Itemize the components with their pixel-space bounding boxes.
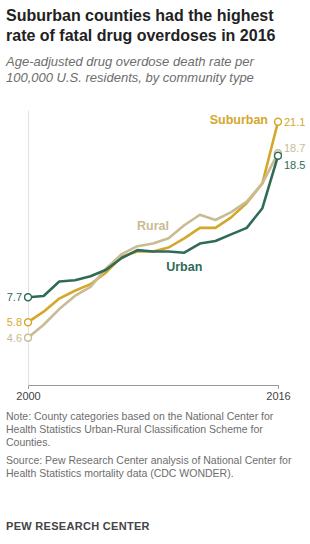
note: Note: County categories based on the Nat… (6, 410, 296, 449)
start-value-label: 4.6 (7, 332, 22, 344)
x-tick-mark (28, 385, 29, 389)
endpoint-marker (25, 334, 32, 341)
source: Source: Pew Research Center analysis of … (6, 454, 296, 480)
x-tick-mark (278, 385, 279, 389)
plot-area (25, 118, 282, 341)
endpoint-marker (275, 118, 282, 125)
endpoint-marker (275, 152, 282, 159)
x-tick-label: 2016 (266, 390, 290, 402)
start-value-label: 5.8 (7, 316, 22, 328)
series-name: Urban (166, 260, 202, 274)
x-axis: 2000 2016 (16, 385, 290, 402)
labels: 5.8 21.1 Suburban 4.6 18.7 Rural 7.7 18.5 Urban (7, 113, 306, 344)
subtitle: Age-adjusted drug overdose death rate pe… (6, 54, 286, 86)
endpoint-marker (25, 319, 32, 326)
series-line (28, 153, 278, 338)
endpoint-marker (25, 294, 32, 301)
y-axis-line (28, 111, 29, 386)
series-line (28, 122, 278, 322)
x-tick: 2000 (16, 385, 40, 402)
credit: PEW RESEARCH CENTER (6, 520, 150, 532)
series-line (28, 156, 278, 297)
x-tick-label: 2000 (16, 390, 40, 402)
end-value-label: 21.1 (284, 116, 305, 128)
title: Suburban counties had the highest rate o… (6, 6, 306, 46)
series-name: Rural (137, 219, 169, 233)
start-value-label: 7.7 (7, 291, 22, 303)
y-axis (28, 111, 29, 386)
end-value-label: 18.5 (284, 159, 305, 171)
series-name: Suburban (210, 113, 268, 127)
x-axis-line (29, 386, 279, 390)
end-value-label: 18.7 (284, 142, 305, 154)
x-tick: 2016 (266, 385, 290, 402)
